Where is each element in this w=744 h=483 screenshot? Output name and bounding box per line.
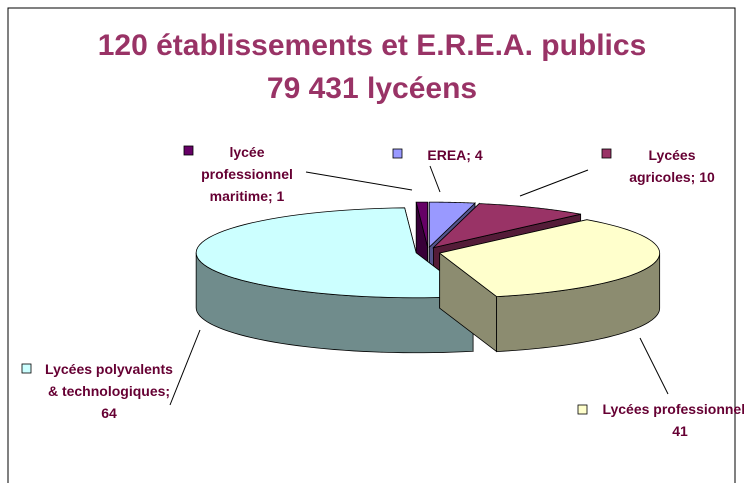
label-key <box>392 148 403 159</box>
slice <box>195 207 475 354</box>
label-key <box>577 404 588 415</box>
slice-top <box>428 201 476 249</box>
data-label: lycée professionnel maritime; 1 <box>201 144 293 204</box>
chart-subtitle: 79 431 lycéens <box>267 72 477 105</box>
data-label: Lycées polyvalents & technologiques; 64 <box>45 361 173 421</box>
label-key <box>21 363 32 374</box>
slice-top <box>415 201 429 248</box>
label-key <box>183 145 194 156</box>
data-label: Lycées agricoles; 10 <box>629 147 715 185</box>
leader-line <box>169 329 201 406</box>
label-box: EREA; 4 <box>427 147 483 163</box>
data-label: Lycées professionnels; 41 <box>602 401 744 439</box>
leader-line <box>305 171 413 191</box>
label-box: Lycées polyvalents & technologiques; 64 <box>45 361 173 421</box>
leader-line <box>639 337 669 395</box>
label-box: Lycées agricoles; 10 <box>629 147 715 185</box>
data-label: EREA; 4 <box>427 147 483 163</box>
label-key <box>601 148 612 159</box>
slice <box>438 219 661 353</box>
leader-line <box>429 165 441 193</box>
label-box: Lycées professionnels; 41 <box>602 401 744 439</box>
slice-top <box>195 207 475 299</box>
leader-line <box>519 169 589 197</box>
slice-top <box>438 219 661 298</box>
slice-top <box>432 203 581 249</box>
label-box: lycée professionnel maritime; 1 <box>201 144 293 204</box>
chart-title: 120 établissements et E.R.E.A. publics <box>98 29 647 62</box>
